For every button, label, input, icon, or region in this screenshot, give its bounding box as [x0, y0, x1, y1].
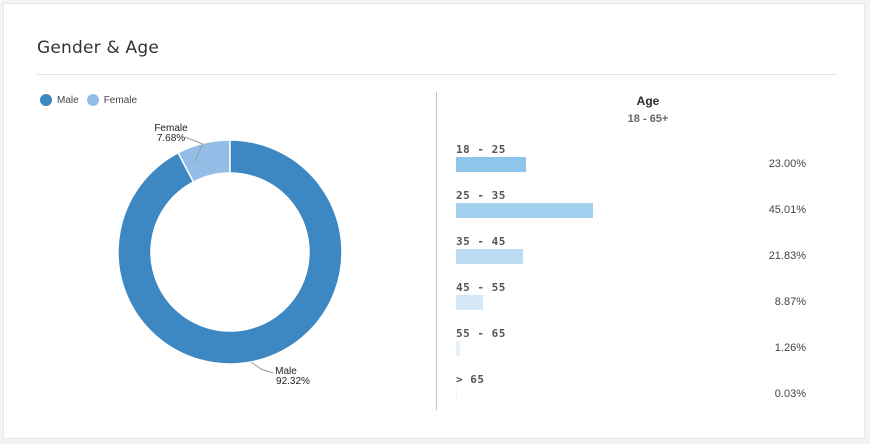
- age-chart-title: Age: [636, 94, 660, 108]
- age-category-label: 45 - 55: [456, 281, 506, 294]
- male-slice-label: Male: [275, 366, 297, 377]
- male-slice-value: 92.32%: [276, 376, 310, 387]
- age-bar[interactable]: [456, 341, 460, 356]
- age-chart-subtitle: 18 - 65+: [627, 113, 669, 125]
- age-category-label: 35 - 45: [456, 235, 506, 248]
- age-row: 55 - 65 1.26%: [456, 327, 816, 371]
- age-bar[interactable]: [456, 249, 523, 264]
- age-percent-label: 45.01%: [768, 204, 806, 216]
- age-category-label: 25 - 35: [456, 189, 506, 202]
- female-leader-line: [184, 136, 204, 163]
- female-slice-label: Female: [154, 123, 188, 134]
- age-percent-label: 8.87%: [774, 296, 806, 308]
- male-legend-label: Male: [57, 94, 79, 106]
- legend-item-male[interactable]: Male: [40, 94, 79, 106]
- age-row: 45 - 55 8.87%: [456, 281, 816, 325]
- age-percent-label: 0.03%: [774, 388, 806, 400]
- age-percent-label: 21.83%: [768, 250, 806, 262]
- age-percent-label: 1.26%: [774, 342, 806, 354]
- age-row: 18 - 25 23.00%: [456, 143, 816, 187]
- age-bar[interactable]: [456, 157, 527, 172]
- card-title: Gender & Age: [37, 38, 159, 58]
- section-divider: [436, 92, 437, 410]
- legend-item-female[interactable]: Female: [86, 94, 138, 106]
- age-bar[interactable]: [456, 203, 594, 218]
- age-bar[interactable]: [456, 295, 484, 310]
- gender-age-card: Gender & Age Male Female Female 7.68% Male…: [3, 3, 865, 439]
- female-slice-value: 7.68%: [157, 133, 185, 144]
- gender-legend: Male Female: [40, 94, 145, 106]
- age-row: 35 - 45 21.83%: [456, 235, 816, 279]
- male-legend-dot: [40, 94, 52, 106]
- female-legend-label: Female: [103, 94, 138, 106]
- male-leader-line: [250, 361, 274, 374]
- age-category-label: > 65: [456, 373, 485, 386]
- age-row: 25 - 35 45.01%: [456, 189, 816, 233]
- title-divider: [37, 74, 837, 75]
- age-category-label: 18 - 25: [456, 143, 506, 156]
- age-bar[interactable]: [456, 387, 457, 402]
- age-percent-label: 23.00%: [768, 158, 806, 170]
- age-row: > 65 0.03%: [456, 373, 816, 417]
- male-slice[interactable]: [117, 139, 343, 365]
- female-legend-dot: [86, 94, 99, 106]
- age-category-label: 55 - 65: [456, 327, 506, 340]
